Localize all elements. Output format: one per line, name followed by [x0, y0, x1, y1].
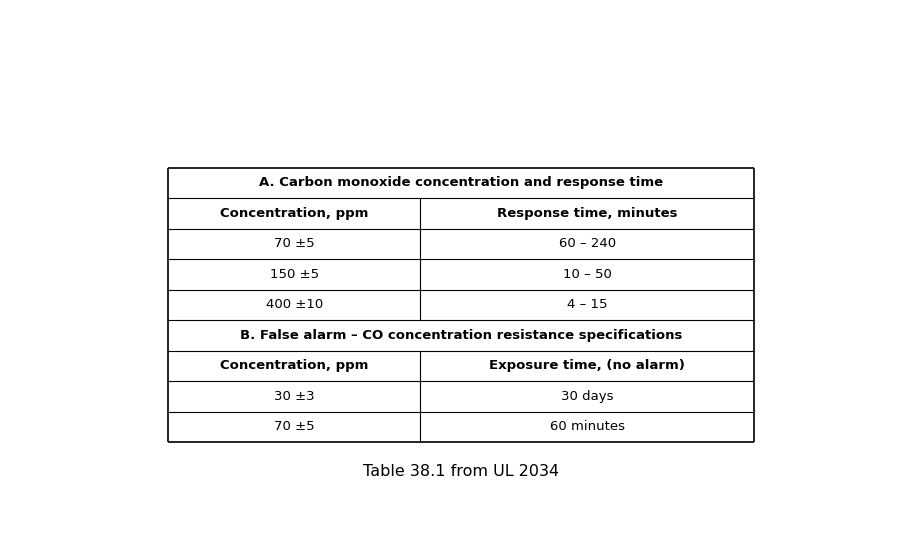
Text: Table 38.1 from UL 2034: Table 38.1 from UL 2034	[364, 464, 559, 479]
Text: 4 – 15: 4 – 15	[567, 298, 608, 311]
Text: 30 days: 30 days	[561, 390, 614, 403]
Bar	[168, 320, 754, 350]
Text: Exposure time, (no alarm): Exposure time, (no alarm)	[490, 359, 685, 372]
Bar	[168, 350, 754, 381]
Text: 70 ±5: 70 ±5	[274, 238, 315, 250]
Bar	[168, 198, 754, 229]
Text: B. False alarm – CO concentration resistance specifications: B. False alarm – CO concentration resist…	[240, 329, 682, 342]
Text: Concentration, ppm: Concentration, ppm	[220, 207, 368, 220]
Text: 30 ±3: 30 ±3	[274, 390, 315, 403]
Text: A. Carbon monoxide concentration and response time: A. Carbon monoxide concentration and res…	[259, 177, 663, 189]
Text: 60 – 240: 60 – 240	[559, 238, 616, 250]
Text: 400 ±10: 400 ±10	[266, 298, 323, 311]
Text: 70 ±5: 70 ±5	[274, 420, 315, 433]
Text: Response time, minutes: Response time, minutes	[497, 207, 678, 220]
Text: 150 ±5: 150 ±5	[270, 268, 319, 281]
Text: 60 minutes: 60 minutes	[550, 420, 625, 433]
Bar	[168, 168, 754, 198]
Text: 10 – 50: 10 – 50	[562, 268, 612, 281]
Text: Concentration, ppm: Concentration, ppm	[220, 359, 368, 372]
